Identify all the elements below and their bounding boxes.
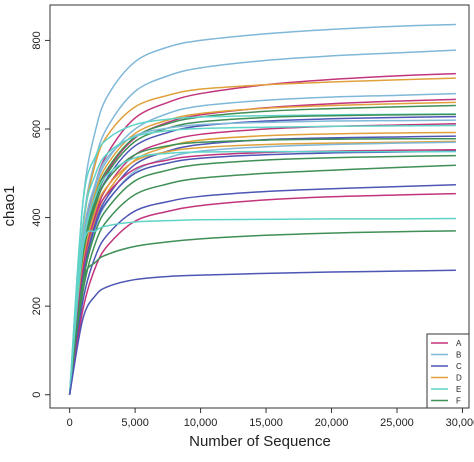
series-line-f-8 xyxy=(68,104,456,395)
y-tick-label: 400 xyxy=(31,208,43,226)
series-line-f-27 xyxy=(68,230,456,395)
series-line-a-26 xyxy=(68,192,456,395)
x-tick-label: 20,000 xyxy=(315,417,349,429)
x-tick-label: 5,000 xyxy=(121,417,149,429)
series-line-b-12 xyxy=(68,119,456,395)
x-tick-label: 10,000 xyxy=(184,417,218,429)
series-line-d-15 xyxy=(68,131,456,395)
series-line-d-18 xyxy=(68,140,456,395)
x-tick-label: 30,000 xyxy=(446,417,474,429)
legend-label-b: B xyxy=(456,351,461,360)
series-lines xyxy=(68,23,456,395)
x-tick-label: 0 xyxy=(67,417,73,429)
series-line-f-24 xyxy=(68,164,456,395)
series-line-c-29 xyxy=(68,269,456,395)
series-line-c-21 xyxy=(68,150,456,395)
series-line-b-19 xyxy=(68,141,456,395)
legend-box xyxy=(426,333,470,409)
x-axis-title: Number of Sequence xyxy=(189,433,331,450)
y-tick-label: 0 xyxy=(31,392,43,398)
legend-label-a: A xyxy=(456,339,462,348)
series-line-e-22 xyxy=(68,150,456,395)
x-tick-label: 15,000 xyxy=(249,417,283,429)
series-line-c-16 xyxy=(68,135,456,395)
y-tick-label: 800 xyxy=(31,31,43,49)
series-line-e-14 xyxy=(68,124,456,395)
y-tick-label: 200 xyxy=(31,297,43,315)
y-axis-title: chao1 xyxy=(1,186,18,227)
legend-label-d: D xyxy=(456,374,462,383)
legend-label-e: E xyxy=(456,385,461,394)
series-line-e-28 xyxy=(68,217,456,395)
plot-frame xyxy=(49,4,470,409)
series-line-a-13 xyxy=(68,122,456,395)
series-line-c-25 xyxy=(68,184,456,395)
x-tick-label: 25,000 xyxy=(380,417,414,429)
legend-label-f: F xyxy=(456,397,461,406)
series-line-f-23 xyxy=(68,154,456,395)
y-tick-label: 600 xyxy=(31,120,43,138)
series-line-c-11 xyxy=(68,115,456,395)
axes: 0 5,000 10,000 15,000 20,000 25,000 30,000 0 200… xyxy=(31,31,474,429)
series-line-e-9 xyxy=(68,113,456,395)
series-line-f-17 xyxy=(68,137,456,395)
legend-label-c: C xyxy=(456,362,462,371)
